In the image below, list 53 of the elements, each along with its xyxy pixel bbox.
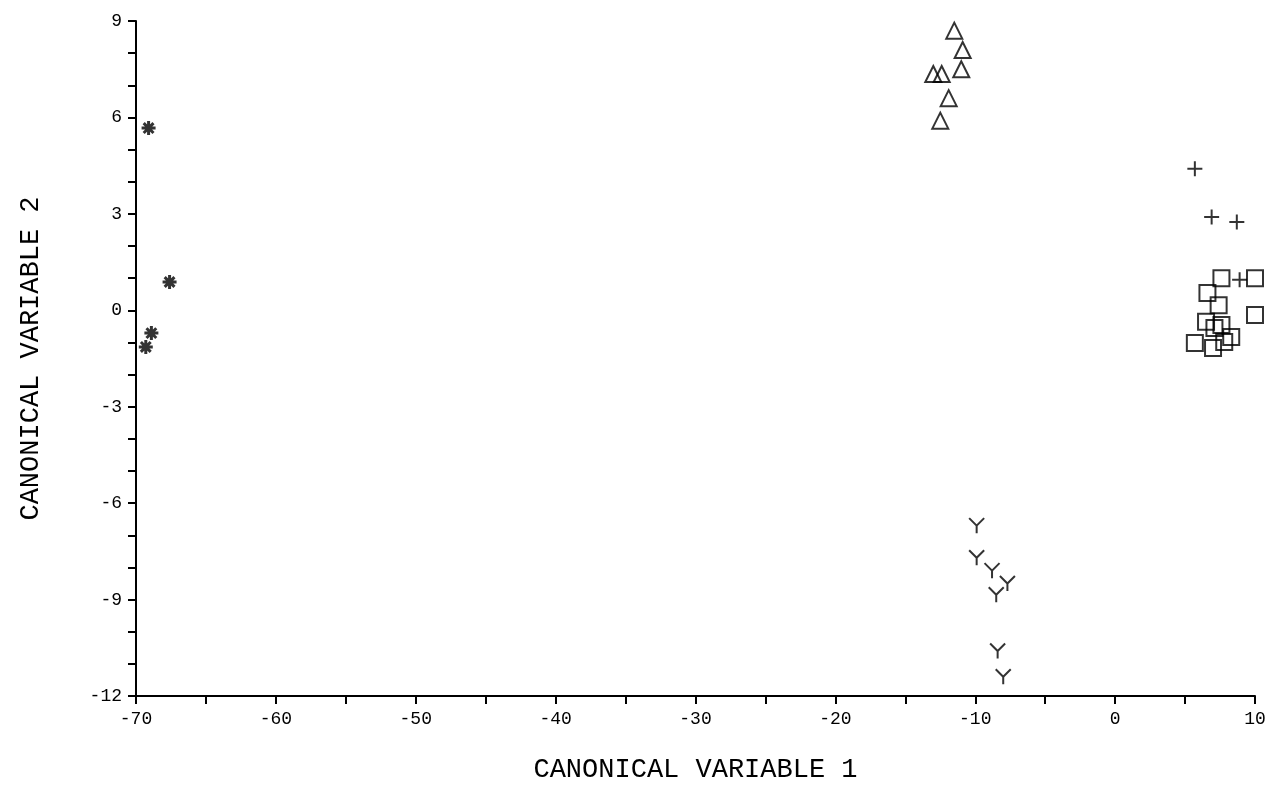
point (1212, 269, 1231, 288)
x-axis-title: CANONICAL VARIABLE 1 (533, 754, 858, 785)
point (952, 60, 971, 79)
point (1228, 213, 1246, 231)
point (161, 273, 179, 291)
point (1205, 318, 1224, 337)
point (1212, 316, 1231, 335)
point (994, 668, 1012, 686)
point (1246, 306, 1264, 325)
y-tick-label: -12 (89, 686, 122, 706)
point (989, 642, 1007, 660)
point (983, 562, 1001, 580)
point (1197, 312, 1216, 331)
point (931, 111, 950, 130)
y-tick-label: 6 (111, 107, 122, 128)
point (1198, 283, 1217, 302)
point (998, 575, 1016, 592)
point (1209, 296, 1228, 315)
y-tick-label: 3 (111, 203, 122, 224)
x-tick-label: -30 (679, 709, 712, 729)
point (939, 89, 958, 108)
x-tick-label: -50 (399, 709, 432, 729)
point (1222, 327, 1241, 346)
y-tick-label: 9 (111, 11, 122, 31)
point (1185, 334, 1204, 353)
y-axis-title: CANONICAL VARIABLE 2 (15, 196, 46, 521)
x-tick-label: 10 (1244, 709, 1266, 729)
x-tick-label: -20 (819, 709, 852, 729)
point (140, 119, 158, 137)
point (137, 338, 155, 356)
point (1231, 271, 1249, 289)
x-tick-label: -40 (539, 709, 572, 729)
y-tick-label: 0 (111, 300, 122, 321)
y-tick-label: -9 (100, 589, 122, 610)
x-tick-label: -10 (959, 709, 992, 729)
point (968, 549, 986, 567)
x-tick-label: 0 (1109, 709, 1121, 729)
point (1203, 208, 1221, 226)
point (953, 40, 972, 59)
y-tick-label: -3 (100, 396, 122, 417)
point (142, 324, 160, 342)
x-tick-label: -70 (119, 709, 153, 729)
y-tick-label: -6 (100, 493, 122, 514)
point (1186, 160, 1204, 178)
point (924, 65, 943, 84)
point (1204, 338, 1223, 357)
point (1246, 269, 1264, 288)
point (968, 517, 986, 535)
point (1215, 333, 1234, 352)
point (987, 586, 1005, 604)
x-tick-label: -60 (259, 709, 293, 729)
point (932, 65, 951, 84)
point (945, 21, 964, 40)
